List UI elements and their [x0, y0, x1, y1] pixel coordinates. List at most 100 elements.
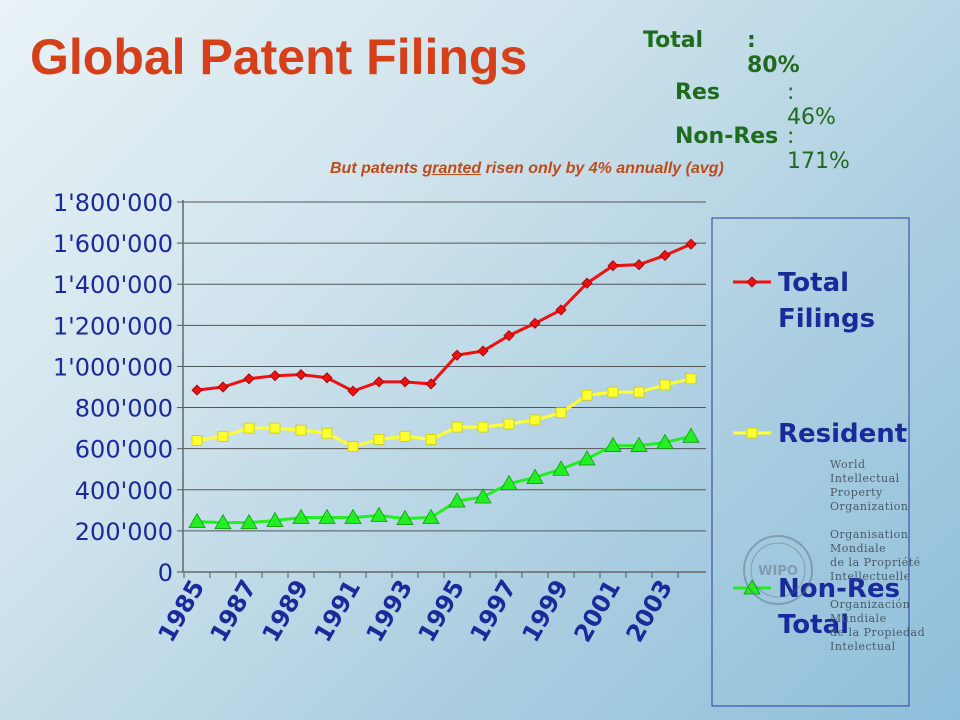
- org-en-line: World: [830, 458, 866, 471]
- org-fr-line: Organisation: [830, 528, 909, 541]
- org-en-line: Intellectual: [830, 472, 900, 485]
- stat-nonres: Non-Res : 171%: [675, 124, 850, 174]
- y-tick-label: 1'600'000: [53, 230, 173, 258]
- legend-swatch-marker: [746, 427, 758, 439]
- legend-label: Resident: [778, 419, 907, 449]
- data-point-resident: [659, 379, 671, 391]
- data-point-resident: [503, 418, 515, 430]
- org-es-line: Mundiale: [830, 612, 887, 625]
- data-point-nonres: [214, 513, 232, 530]
- data-point-total: [321, 372, 333, 384]
- legend-label: Filings: [778, 304, 875, 334]
- data-point-resident: [217, 430, 229, 442]
- stat-res-value: : 46%: [787, 80, 836, 130]
- data-point-total: [685, 238, 697, 250]
- data-point-resident: [243, 422, 255, 434]
- data-point-nonres: [630, 436, 648, 452]
- data-point-total: [529, 317, 541, 329]
- data-point-resident: [633, 386, 645, 398]
- stat-nonres-value: : 171%: [787, 124, 850, 174]
- data-point-total: [295, 369, 307, 381]
- data-point-resident: [451, 421, 463, 433]
- x-tick-label: 2003: [621, 575, 679, 647]
- subtitle: But patents granted risen only by 4% ann…: [330, 160, 724, 178]
- x-tick-label: 1991: [309, 575, 367, 647]
- data-point-total: [659, 249, 671, 262]
- data-point-total: [503, 330, 515, 342]
- data-point-nonres: [500, 474, 518, 491]
- org-fr-line: Mondiale: [830, 542, 887, 555]
- x-tick-label: 1999: [517, 575, 575, 647]
- data-point-resident: [295, 424, 307, 436]
- data-point-resident: [529, 414, 541, 426]
- organization-names: World Intellectual Property Organization…: [830, 458, 925, 668]
- data-point-total: [347, 385, 359, 397]
- data-point-nonres: [552, 460, 570, 476]
- x-tick-label: 1987: [205, 575, 263, 647]
- y-tick-label: 600'000: [75, 436, 173, 464]
- grid-lines: [183, 201, 706, 532]
- org-en: World Intellectual Property Organization: [830, 458, 925, 514]
- data-point-nonres: [682, 427, 700, 443]
- org-fr: Organisation Mondiale de la Propriété In…: [830, 528, 925, 584]
- data-point-resident: [607, 386, 619, 398]
- stat-total-value: : 80%: [747, 28, 800, 78]
- y-tick-label: 200'000: [75, 518, 173, 546]
- y-tick-label: 400'000: [75, 477, 173, 505]
- data-point-nonres: [578, 450, 596, 466]
- org-fr-line: de la Propriété: [830, 556, 921, 569]
- subtitle-pre: But patents: [330, 160, 423, 177]
- data-point-total: [191, 384, 203, 396]
- data-point-total: [373, 376, 385, 388]
- data-point-total: [217, 381, 229, 393]
- logo-text: WIPO: [758, 564, 798, 579]
- y-tick-label: 1'800'000: [53, 189, 173, 217]
- data-point-total: [555, 304, 567, 316]
- y-axis-ticks: 0 200'000 400'000 600'000 800'000 1'000'000 1'…: [53, 189, 183, 587]
- stat-total: Total : 80%: [643, 28, 800, 78]
- subtitle-post: risen only by 4% annually (avg): [481, 160, 724, 177]
- data-point-resident: [191, 435, 203, 446]
- legend-label: Total: [778, 610, 849, 640]
- legend-label: Non-Res: [778, 574, 900, 604]
- data-point-nonres: [240, 513, 258, 530]
- data-point-total: [243, 373, 255, 385]
- data-point-resident: [373, 434, 385, 445]
- data-point-total: [607, 260, 619, 272]
- data-point-nonres: [604, 436, 622, 452]
- data-point-resident: [581, 389, 593, 401]
- y-tick-label: 1'000'000: [53, 353, 173, 381]
- subtitle-emphasis: granted: [422, 160, 482, 177]
- series-layer: [188, 238, 700, 530]
- legend-swatch-marker: [743, 579, 761, 595]
- org-es-line: Intelectual: [830, 640, 896, 653]
- org-es: Organización Mundiale de la Propiedad In…: [830, 598, 925, 654]
- y-tick-label: 0: [158, 559, 173, 587]
- org-fr-line: Intellectuelle: [830, 570, 911, 583]
- org-es-line: de la Propiedad: [830, 626, 926, 639]
- data-point-nonres: [396, 509, 414, 525]
- org-en-line: Organization: [830, 500, 909, 513]
- legend: Total Filings Resident Non-Res Total: [733, 268, 907, 640]
- data-point-total: [399, 376, 411, 388]
- data-point-nonres: [318, 508, 336, 524]
- page-title: Global Patent Filings: [30, 29, 528, 85]
- legend-label: Total: [778, 268, 849, 298]
- y-tick-label: 1'200'000: [53, 312, 173, 340]
- stat-total-label: Total: [643, 28, 704, 53]
- data-point-nonres: [656, 433, 674, 449]
- stat-res-label: Res: [675, 80, 720, 105]
- data-point-total: [451, 349, 463, 361]
- x-tick-label: 1995: [413, 575, 471, 647]
- data-point-resident: [425, 434, 437, 445]
- data-point-resident: [399, 430, 411, 442]
- wipo-seal-icon: WIPO: [743, 535, 813, 605]
- data-point-resident: [321, 427, 333, 439]
- data-point-nonres: [526, 468, 544, 484]
- x-tick-label: 2001: [569, 575, 627, 647]
- x-tick-label: 1989: [257, 575, 315, 647]
- data-point-nonres: [292, 508, 310, 524]
- stat-res: Res : 46%: [675, 80, 836, 130]
